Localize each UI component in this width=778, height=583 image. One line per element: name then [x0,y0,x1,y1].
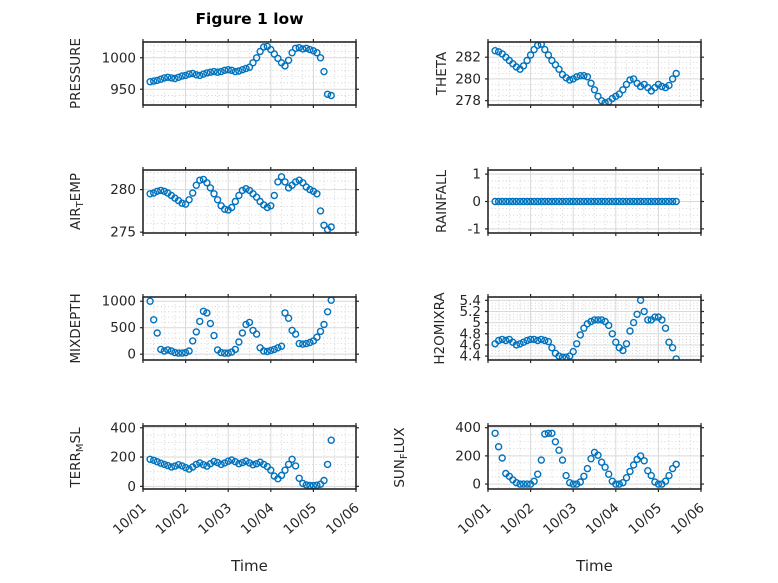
svg-text:10/06: 10/06 [323,500,363,538]
data-points [146,436,335,489]
svg-text:5.2: 5.2 [460,304,481,320]
svg-text:0: 0 [472,477,481,493]
svg-text:10/05: 10/05 [625,500,665,538]
figure-title: Figure 1 low [195,10,304,28]
axis-ticks [485,167,704,236]
plot-box [142,169,357,234]
major-grid [143,42,356,105]
plot-box [487,41,702,106]
svg-text:10/03: 10/03 [195,500,235,538]
data-points [491,429,680,488]
y-axis-label-sun_flux: SUNFLUX [392,427,410,487]
svg-text:500: 500 [110,320,136,336]
svg-text:4.4: 4.4 [460,349,481,365]
y-tick-labels: -1 0 1 [468,167,481,238]
data-points [146,42,335,100]
major-grid [143,297,356,360]
svg-text:400: 400 [455,420,481,436]
x-axis-label: Time [575,557,613,575]
svg-text:10/01: 10/01 [110,500,150,538]
plot-box [142,296,357,361]
plot-box [487,296,702,361]
major-grid [488,426,701,489]
x-tick-labels: 10/01 10/02 10/03 10/04 10/05 10/06 [455,500,708,538]
svg-text:275: 275 [110,225,136,241]
y-tick-labels: 275 280 [110,182,136,241]
svg-text:10/03: 10/03 [540,500,580,538]
svg-text:400: 400 [110,420,136,436]
subplot-rainfall: -1 0 1 RAINFALL [434,167,704,238]
svg-text:10/02: 10/02 [498,500,538,538]
y-axis-label-theta: THETA [434,51,450,96]
axis-ticks [485,294,704,363]
plot-box [487,425,702,490]
svg-text:950: 950 [110,82,136,98]
svg-text:200: 200 [110,450,136,466]
svg-text:1000: 1000 [102,50,136,66]
svg-text:10/02: 10/02 [153,500,193,538]
svg-text:282: 282 [455,50,481,66]
axis-ticks [140,167,359,236]
major-grid [143,426,356,489]
svg-text:5.4: 5.4 [460,293,481,309]
y-axis-label-rainfall: RAINFALL [434,170,450,233]
data-points [491,42,680,105]
minor-grid [488,426,701,489]
svg-text:-1: -1 [468,221,481,237]
svg-text:280: 280 [455,71,481,87]
subplot-sun_flux: 0 200 400 SUNFLUX 10/01 10/02 10/03 10/04 10/05 1… [392,420,708,575]
x-axis-label: Time [230,557,268,575]
svg-text:1: 1 [472,167,481,183]
data-points [146,297,335,357]
data-points [146,173,335,233]
svg-text:10/01: 10/01 [455,500,495,538]
data-points [491,197,680,206]
y-tick-labels: 0 500 1000 [102,294,136,363]
svg-text:4.8: 4.8 [460,326,481,342]
svg-text:0: 0 [127,347,136,363]
y-axis-label-air_temp: AIRTEMP [68,173,86,230]
axis-ticks [140,294,359,363]
svg-text:5: 5 [472,315,481,331]
axis-ticks [140,423,359,492]
y-tick-labels: 0 200 400 [455,420,481,492]
subplot-pressure: 950 1000 PRESSURE [68,38,359,109]
svg-text:4.6: 4.6 [460,337,481,353]
svg-text:1000: 1000 [102,294,136,310]
subplot-terr_msl: 0 200 400 TERRMSL 10/01 10/02 10/03 10/04 10/05 1… [68,420,363,575]
axis-ticks [485,39,704,108]
y-axis-label-terr_msl: TERRMSL [68,427,86,489]
y-axis-label-mixdepth: MIXDEPTH [68,293,84,363]
svg-text:280: 280 [110,182,136,198]
plot-box [142,41,357,106]
svg-text:10/04: 10/04 [583,500,623,538]
axis-ticks [485,423,704,492]
y-tick-labels: 278 280 282 [455,50,481,109]
y-tick-labels: 0 200 400 [110,420,136,495]
y-axis-label-pressure: PRESSURE [68,38,84,109]
x-tick-labels: 10/01 10/02 10/03 10/04 10/05 10/06 [110,500,363,538]
y-tick-labels: 950 1000 [102,50,136,98]
svg-text:278: 278 [455,93,481,109]
subplot-air_temp: 275 280 AIRTEMP [68,167,359,241]
svg-text:10/05: 10/05 [280,500,320,538]
svg-text:10/06: 10/06 [668,500,708,538]
y-tick-labels: 4.44.64.855.25.4 [460,293,481,365]
data-points [491,297,680,360]
major-grid [488,297,701,360]
y-axis-label-h2omixra: H2OMIXRA [432,292,448,365]
axis-ticks [140,39,359,108]
subplot-mixdepth: 0 500 1000 MIXDEPTH [68,293,359,364]
subplot-h2omixra: 4.44.64.855.25.4 H2OMIXRA [432,292,704,365]
svg-text:10/04: 10/04 [238,500,278,538]
subplot-theta: 278 280 282 THETA [434,39,704,109]
svg-text:0: 0 [127,479,136,495]
major-grid [488,42,701,105]
minor-grid [143,42,356,105]
svg-text:0: 0 [472,194,481,210]
svg-text:200: 200 [455,448,481,464]
